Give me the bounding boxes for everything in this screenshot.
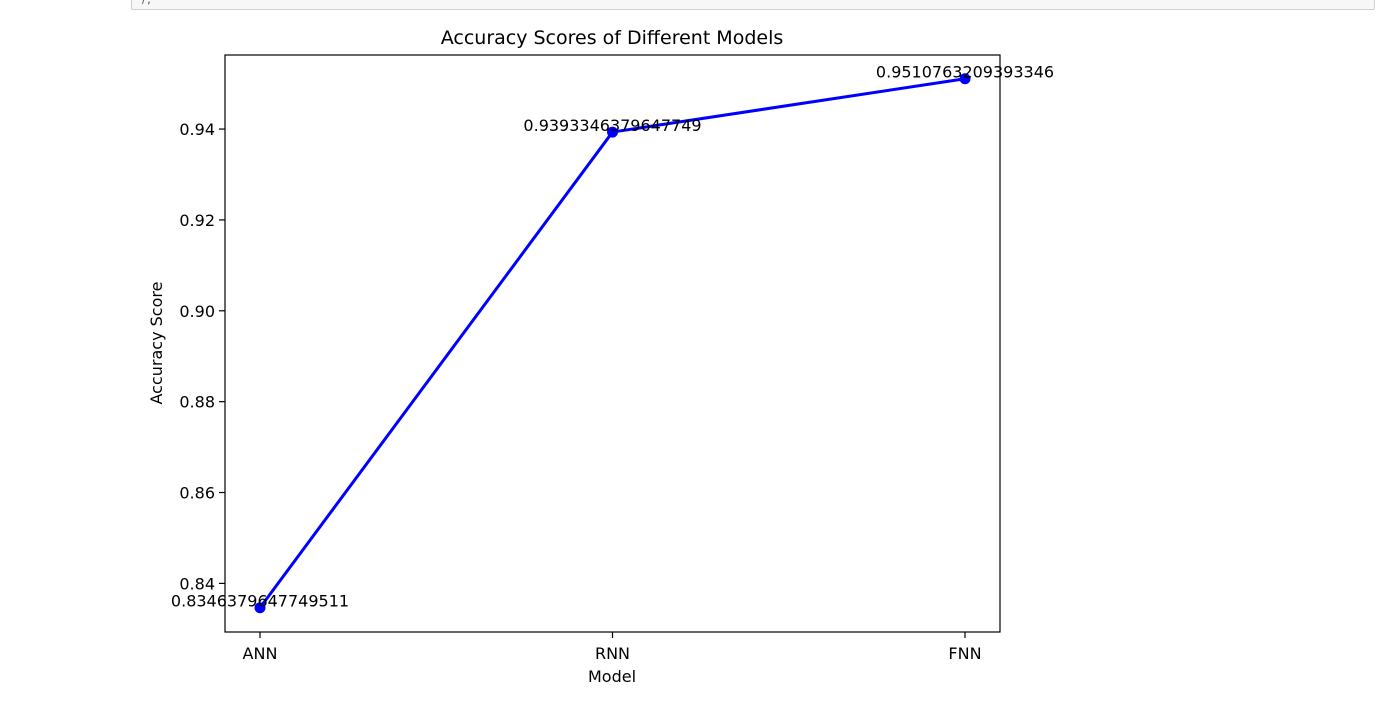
y-tick-label: 0.90 <box>179 302 215 321</box>
y-tick-label: 0.86 <box>179 484 215 503</box>
y-axis-label: Accuracy Score <box>147 282 166 405</box>
data-label: 0.9393346379647749 <box>523 116 701 135</box>
x-axis-label: Model <box>588 667 636 686</box>
data-point <box>607 126 618 138</box>
chart-title: Accuracy Scores of Different Models <box>441 27 784 49</box>
data-label: 0.9510763209393346 <box>876 63 1054 82</box>
y-tick-label: 0.94 <box>179 120 215 139</box>
data-label: 0.8346379647749511 <box>171 592 349 611</box>
code-cell-edge: ), <box>131 0 1375 10</box>
y-tick-label: 0.88 <box>179 393 215 412</box>
x-tick-label: FNN <box>948 644 981 663</box>
data-point <box>254 602 266 614</box>
series-line <box>258 77 966 609</box>
x-axis: ANN RNN FNN <box>243 632 982 663</box>
y-tick-label: 0.84 <box>179 574 215 593</box>
series-accuracy <box>254 73 971 614</box>
plot-area <box>224 54 1001 633</box>
x-tick-label: ANN <box>243 644 278 663</box>
data-point <box>959 73 971 85</box>
y-tick-label: 0.92 <box>179 211 215 230</box>
x-tick-label: RNN <box>595 644 630 663</box>
y-axis: 0.84 0.86 0.88 0.90 0.92 0.94 <box>179 120 225 593</box>
data-labels: 0.8346379647749511 0.9393346379647749 0.95… <box>171 63 1054 611</box>
code-cell-fragment: ), <box>140 0 153 6</box>
